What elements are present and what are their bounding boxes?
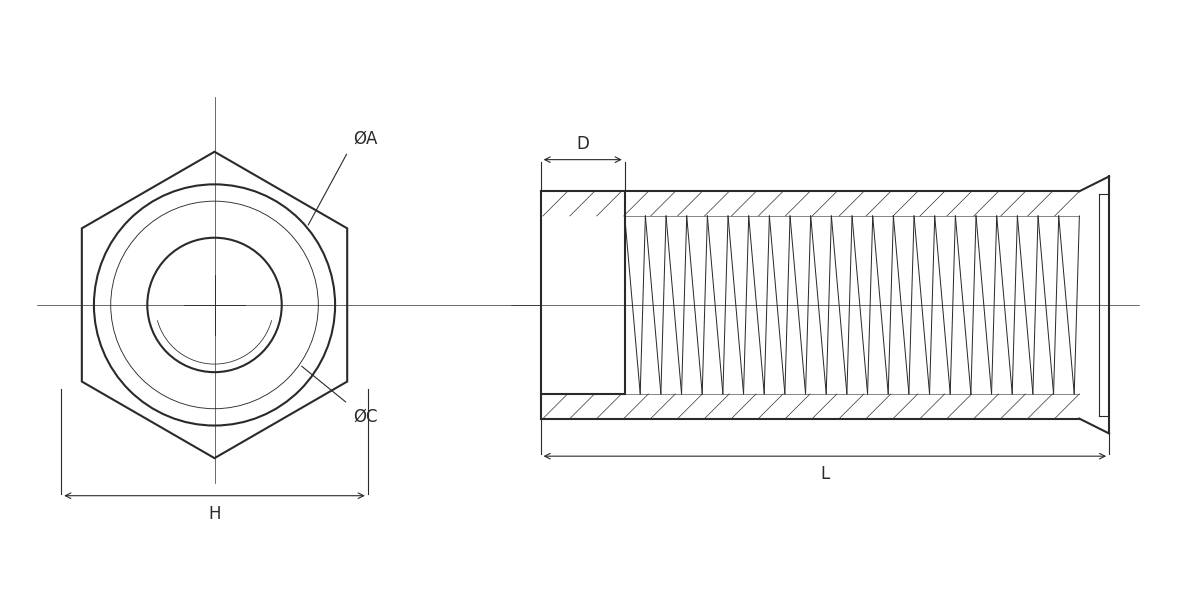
- Text: ØC: ØC: [353, 408, 377, 426]
- Text: H: H: [209, 505, 221, 523]
- Text: L: L: [821, 465, 829, 483]
- Text: D: D: [576, 135, 589, 153]
- Text: ØA: ØA: [353, 130, 377, 148]
